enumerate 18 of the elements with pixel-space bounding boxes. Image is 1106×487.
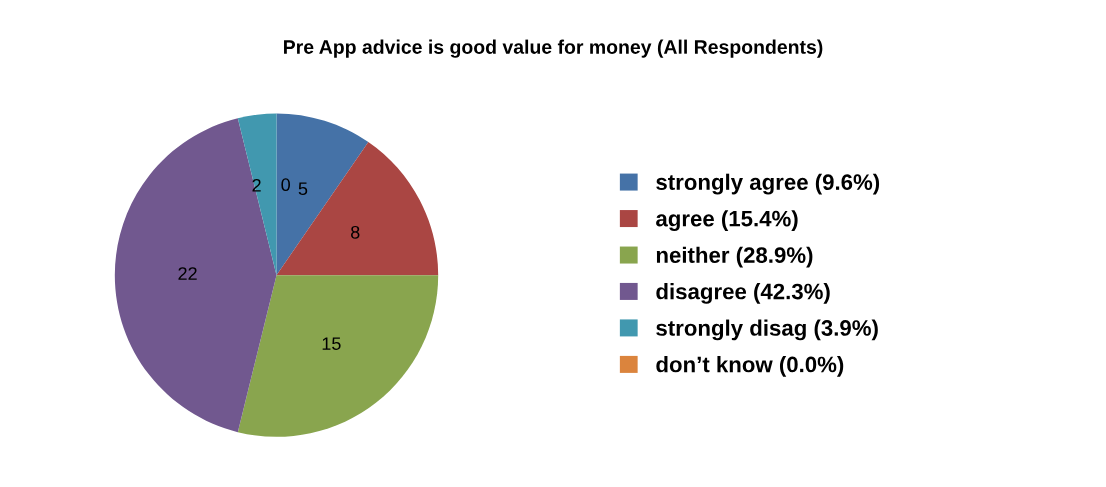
- data-label: 8: [351, 225, 360, 239]
- pie-slice: [114, 118, 277, 433]
- legend-label: strongly agree (9.6%): [656, 173, 880, 195]
- text: 0: [281, 178, 290, 192]
- pie-slice: [276, 113, 369, 276]
- chart-title: Pre App advice is good value for money (All Respondents): [284, 39, 823, 58]
- pie-slice: [237, 113, 277, 276]
- data-label: 5: [298, 182, 308, 196]
- data-label: 22: [178, 267, 197, 280]
- data-label: 2: [252, 178, 261, 192]
- pie-slice: [237, 275, 439, 437]
- pie-slice: [276, 142, 439, 276]
- data-label: 15: [322, 337, 341, 350]
- legend-label: neither (28.9%): [656, 246, 813, 268]
- legend-label: don’t know (0.0%): [656, 356, 844, 377]
- legend-label: strongly disag (3.9%): [656, 319, 878, 341]
- legend-label: disagree (42.3%): [656, 283, 830, 304]
- legend-label: agree (15.4%): [656, 210, 798, 231]
